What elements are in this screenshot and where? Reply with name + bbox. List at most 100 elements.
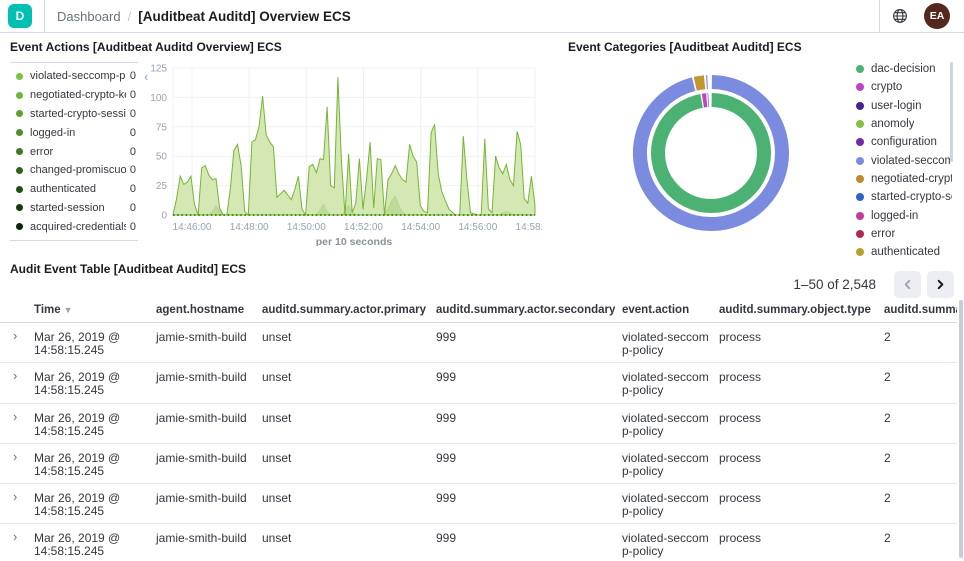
- legend-item[interactable]: negotiated-crypto...: [856, 170, 952, 188]
- cell-actor-secondary: 999: [436, 450, 457, 465]
- legend-dot: [856, 193, 864, 202]
- legend-item[interactable]: acquired-credentials 0: [10, 217, 138, 236]
- legend-label: anomoly: [871, 118, 915, 131]
- cell-actor-primary: unset: [262, 491, 292, 506]
- cell-hostname: jamie-smith-build: [156, 410, 247, 425]
- legend-value: 0: [129, 220, 136, 233]
- legend-scrollbar[interactable]: [950, 62, 953, 162]
- expand-row-icon[interactable]: ›: [13, 529, 18, 545]
- legend-label: user-login: [871, 99, 922, 112]
- table-row: › Mar 26, 2019 @ 14:58:15.245 jamie-smit…: [0, 444, 957, 485]
- space-logo[interactable]: D: [8, 4, 32, 28]
- svg-text:50: 50: [156, 152, 168, 163]
- column-header[interactable]: auditd.summary.actor.primary: [262, 304, 427, 316]
- svg-text:per 10 seconds: per 10 seconds: [316, 236, 393, 246]
- legend-item[interactable]: crypto: [856, 78, 952, 96]
- legend-dot: [856, 101, 864, 110]
- legend-value: 0: [129, 183, 136, 196]
- avatar[interactable]: EA: [924, 3, 950, 29]
- legend-item[interactable]: logged-in: [856, 206, 952, 224]
- legend-item[interactable]: configuration: [856, 133, 952, 151]
- column-header[interactable]: agent.hostname: [156, 304, 245, 316]
- legend-value: 0: [129, 164, 136, 177]
- sort-descending-icon: ▼: [63, 305, 73, 315]
- breadcrumb[interactable]: Dashboard: [57, 8, 121, 24]
- legend-item[interactable]: authenticated: [856, 243, 952, 261]
- cell-actor-primary: unset: [262, 531, 292, 546]
- legend-dot: [16, 72, 23, 80]
- legend-item[interactable]: started-crypto-se...: [856, 188, 952, 206]
- cell-summary: 2: [884, 410, 891, 425]
- legend-dot: [856, 174, 864, 183]
- legend-item[interactable]: violated-seccomp-p... 0: [10, 67, 138, 86]
- cell-time: Mar 26, 2019 @ 14:58:15.245: [34, 410, 121, 438]
- legend-label: started-crypto-sessi...: [30, 107, 126, 120]
- legend-item[interactable]: started-crypto-sessi... 0: [10, 105, 138, 124]
- legend-label: error: [871, 227, 896, 240]
- legend-item[interactable]: user-login: [856, 97, 952, 115]
- legend-dot: [16, 129, 23, 137]
- legend-label: authenticated: [30, 183, 97, 196]
- legend-value: 0: [129, 126, 136, 139]
- expand-row-icon[interactable]: ›: [13, 408, 18, 424]
- legend-label: started-session: [30, 201, 105, 214]
- legend-label: acquired-credentials: [30, 220, 126, 233]
- topbar-divider: [879, 0, 880, 33]
- cell-object-type: process: [719, 410, 762, 425]
- header-spacer: [0, 300, 34, 322]
- event-categories-donut-chart[interactable]: [612, 58, 812, 255]
- legend-item[interactable]: anomoly: [856, 115, 952, 133]
- legend-dot: [856, 65, 864, 74]
- legend-label: authenticated: [871, 246, 941, 259]
- svg-text:14:58:00: 14:58:00: [516, 222, 542, 233]
- legend-dot: [16, 223, 23, 231]
- topbar-divider: [44, 0, 45, 33]
- globe-icon[interactable]: [884, 0, 916, 33]
- breadcrumb-separator: /: [127, 8, 132, 24]
- cell-time: Mar 26, 2019 @ 14:58:15.245: [34, 491, 121, 519]
- svg-text:14:54:00: 14:54:00: [401, 222, 440, 233]
- svg-text:75: 75: [156, 122, 168, 133]
- legend-label: configuration: [871, 136, 937, 149]
- expand-row-icon[interactable]: ›: [13, 448, 18, 464]
- cell-actor-primary: unset: [262, 450, 292, 465]
- legend-item[interactable]: error 0: [10, 142, 138, 161]
- legend-collapse-icon[interactable]: ‹: [144, 69, 149, 84]
- legend-item[interactable]: dac-decision: [856, 60, 952, 78]
- prev-page-button[interactable]: [894, 271, 921, 298]
- expand-row-icon[interactable]: ›: [13, 489, 18, 505]
- table-scrollbar[interactable]: [959, 300, 963, 558]
- legend-label: crypto: [871, 81, 903, 94]
- column-header[interactable]: Time ▼: [34, 304, 73, 316]
- column-header[interactable]: auditd.summary: [884, 304, 957, 316]
- svg-text:14:50:00: 14:50:00: [287, 222, 326, 233]
- legend-item[interactable]: logged-in 0: [10, 123, 138, 142]
- svg-text:125: 125: [150, 64, 167, 75]
- legend-label: violated-seccomp...: [871, 154, 952, 167]
- cell-summary: 2: [884, 330, 891, 344]
- legend-label: negotiated-crypto-key: [30, 89, 126, 102]
- column-header[interactable]: auditd.summary.object.type: [719, 304, 871, 316]
- cell-actor-secondary: 999: [436, 410, 457, 425]
- cell-hostname: jamie-smith-build: [156, 491, 247, 506]
- cell-actor-secondary: 999: [436, 330, 457, 344]
- next-page-button[interactable]: [927, 271, 954, 298]
- svg-text:0: 0: [161, 211, 167, 222]
- legend-item[interactable]: changed-promiscuo... 0: [10, 161, 138, 180]
- event-actions-area-chart[interactable]: 0 25 50 75 100 125 14:46:00 14:48:00 14:50:00 14:…: [138, 58, 542, 247]
- legend-dot: [856, 138, 864, 147]
- legend-item[interactable]: error: [856, 225, 952, 243]
- expand-row-icon[interactable]: ›: [13, 368, 18, 384]
- table-row: › Mar 26, 2019 @ 14:58:15.245 jamie-smit…: [0, 404, 957, 444]
- legend-item[interactable]: negotiated-crypto-key 0: [10, 86, 138, 105]
- expand-row-icon[interactable]: ›: [13, 328, 18, 343]
- legend-item[interactable]: violated-seccomp...: [856, 151, 952, 169]
- event-categories-panel-title: Event Categories [Auditbeat Auditd] ECS: [568, 40, 802, 54]
- legend-dot: [16, 110, 23, 118]
- legend-item[interactable]: started-session 0: [10, 199, 138, 218]
- column-header[interactable]: auditd.summary.actor.secondary: [436, 304, 616, 316]
- column-header[interactable]: event.action: [622, 304, 690, 316]
- cell-summary: 2: [884, 370, 891, 385]
- legend-item[interactable]: authenticated 0: [10, 180, 138, 199]
- cell-actor-secondary: 999: [436, 370, 457, 385]
